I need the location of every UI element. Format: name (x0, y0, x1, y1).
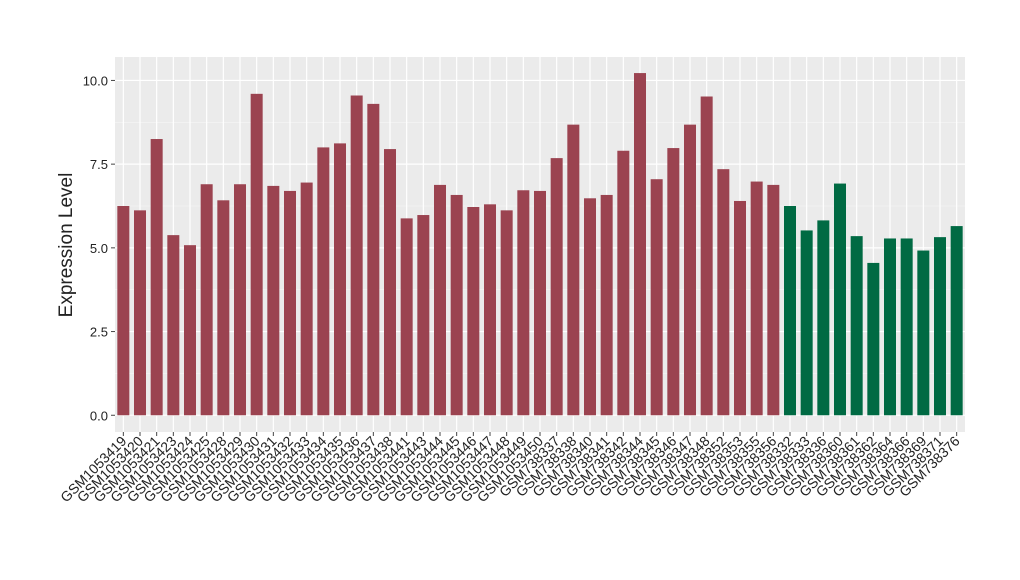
bar (634, 73, 646, 416)
bar (384, 149, 396, 416)
bar (334, 143, 346, 416)
bar (217, 200, 230, 416)
bar (650, 179, 663, 416)
bar (534, 190, 546, 416)
bar (917, 250, 930, 416)
bar (867, 262, 880, 416)
bar (900, 238, 913, 416)
bar (367, 103, 380, 416)
bar (717, 169, 730, 416)
bar (667, 148, 680, 416)
bar (834, 183, 846, 416)
bar (434, 184, 446, 416)
bar (784, 205, 796, 416)
y-tick-label: 2.5 (90, 325, 108, 340)
bar (234, 184, 246, 416)
bar (167, 235, 180, 416)
bar (117, 205, 130, 416)
y-tick-label: 0.0 (90, 408, 108, 423)
bar (750, 181, 763, 416)
bar (600, 194, 613, 416)
bar (850, 236, 863, 416)
y-axis-title: Expression Level (56, 173, 77, 318)
bar (350, 95, 363, 416)
bar (200, 184, 213, 416)
bar (284, 190, 296, 416)
bar (700, 96, 713, 416)
bar (734, 200, 746, 416)
bar (800, 230, 813, 416)
bar (817, 220, 830, 416)
bar (517, 190, 530, 416)
bar (184, 245, 196, 416)
bar (617, 150, 630, 416)
bar (134, 210, 146, 416)
bar (484, 204, 496, 416)
bar (267, 185, 280, 416)
bar (250, 93, 263, 416)
bar (584, 198, 596, 416)
bar (150, 139, 163, 416)
bar (400, 218, 413, 416)
bar (950, 226, 963, 416)
bar (467, 207, 480, 416)
bar (550, 158, 563, 416)
y-tick-label: 10.0 (83, 73, 108, 88)
bar (767, 184, 780, 416)
bar (450, 194, 463, 416)
y-tick-label: 5.0 (90, 241, 108, 256)
bar (684, 124, 696, 416)
bar (317, 147, 330, 416)
bar (300, 182, 313, 416)
bar (567, 124, 580, 416)
bar (417, 215, 430, 416)
bar (500, 210, 513, 416)
bar (884, 238, 896, 416)
y-tick-label: 7.5 (90, 157, 108, 172)
bar (934, 237, 946, 416)
